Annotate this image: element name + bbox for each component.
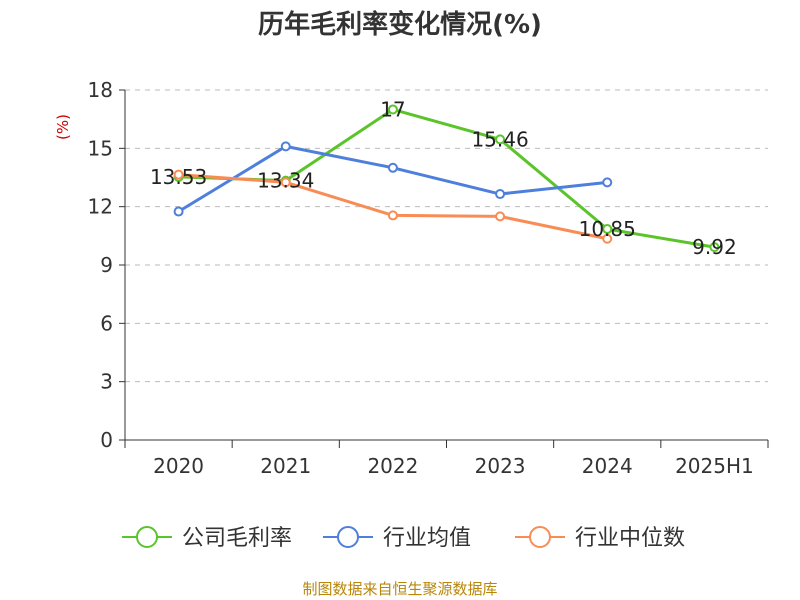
x-tick-label: 2023 [475,454,526,478]
chart-title: 历年毛利率变化情况(%) [258,9,542,40]
legend: 公司毛利率 行业均值 行业中位数 [122,526,685,551]
data-point [387,104,398,115]
legend-label: 公司毛利率 [182,526,292,551]
data-point [495,211,506,222]
legend-item[interactable]: 行业中位数 [515,526,685,551]
y-tick-label: 9 [100,253,113,277]
data-labels: 13.53 13.34 17 15.46 10.85 9.92 [150,97,737,259]
legend-swatch-marker [529,526,551,548]
data-point [280,141,291,152]
data-point [387,162,398,173]
y-tick-label: 18 [88,78,113,102]
data-label: 13.34 [257,169,314,193]
data-point [387,210,398,221]
data-point [173,169,184,180]
data-point [602,177,613,188]
y-tick-label: 6 [100,311,113,335]
data-source-note: 制图数据来自恒生聚源数据库 [302,580,497,598]
y-tick-label: 12 [88,195,113,219]
y-tick-label: 15 [88,136,113,160]
y-tick-label: 0 [100,428,113,452]
y-axis-unit-label: (%) [54,114,72,140]
data-point [602,224,613,235]
legend-item[interactable]: 行业均值 [323,526,471,551]
legend-label: 行业均值 [383,526,471,551]
x-tick-label: 2024 [582,454,633,478]
data-point [495,189,506,200]
x-tick-label: 2025H1 [675,454,754,478]
data-point [173,206,184,217]
series-lines [173,104,720,253]
data-label: 13.53 [150,165,207,189]
legend-item[interactable]: 公司毛利率 [122,526,292,551]
data-label: 9.92 [692,235,737,259]
data-point [280,177,291,188]
gridlines [125,89,768,383]
x-tick-label: 2020 [153,454,204,478]
data-label: 15.46 [471,127,528,151]
data-point [602,233,613,244]
legend-label: 行业中位数 [575,526,685,551]
data-point [495,134,506,145]
axes: 0 3 6 9 12 15 18 2020 2021 2022 2023 2024 2025H1 [88,78,769,478]
data-point [709,242,720,253]
series-2 [173,169,613,244]
series-1 [173,141,613,217]
legend-swatch-marker [337,526,359,548]
series-line [178,173,608,241]
data-label: 17 [380,97,405,121]
data-label: 10.85 [579,217,636,241]
x-tick-label: 2022 [367,454,418,478]
x-tick-label: 2021 [260,454,311,478]
y-tick-label: 3 [100,370,113,394]
legend-swatch-marker [136,526,158,548]
